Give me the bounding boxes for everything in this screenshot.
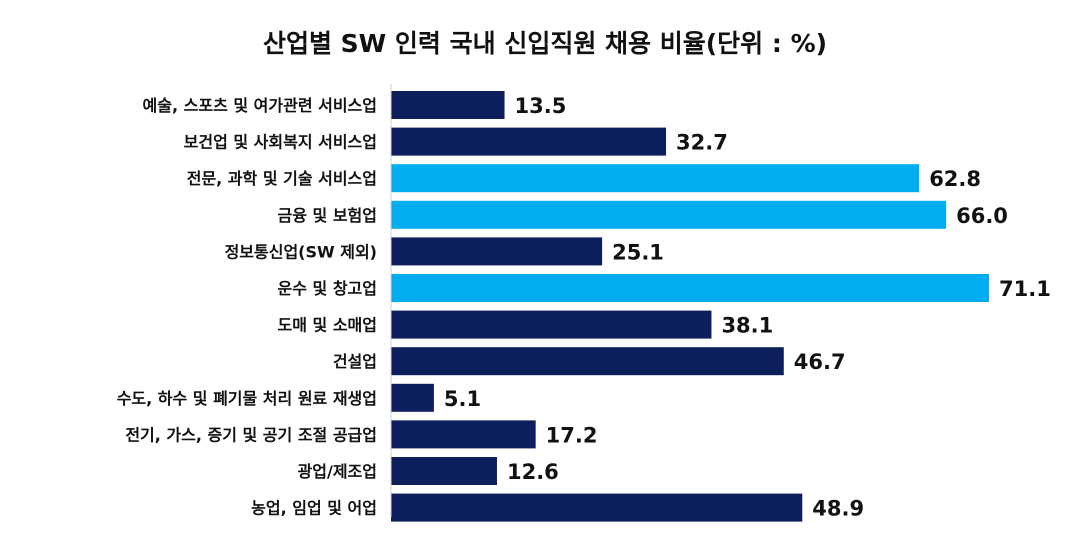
category-label: 운수 및 창고업: [278, 279, 377, 298]
category-label: 수도, 하수 및 폐기물 처리 원료 재생업: [117, 389, 377, 408]
bar: [391, 164, 920, 193]
bar: [391, 420, 536, 449]
data-label: 25.1: [612, 240, 664, 264]
bar: [391, 493, 803, 522]
bar: [391, 91, 505, 119]
data-label: 46.7: [794, 350, 846, 374]
chart-title: 산업별 SW 인력 국내 신입직원 채용 비율(단위 : %): [263, 29, 827, 58]
category-label: 전기, 가스, 증기 및 공기 조절 공급업: [125, 425, 377, 444]
bar: [391, 347, 784, 376]
category-label: 건설업: [333, 352, 377, 371]
data-label: 38.1: [721, 314, 773, 338]
category-label: 예술, 스포츠 및 여가관련 서비스업: [143, 96, 377, 115]
bar: [391, 237, 603, 266]
data-label: 71.1: [999, 277, 1051, 301]
data-label: 62.8: [929, 167, 981, 191]
data-label: 13.5: [515, 94, 567, 118]
category-label: 광업/제조업: [298, 462, 377, 481]
bar-group: 예술, 스포츠 및 여가관련 서비스업 13.5 보건업 및 사회복지 서비스업 32…: [117, 91, 1051, 522]
data-label: 66.0: [956, 204, 1008, 228]
category-label: 도매 및 소매업: [278, 316, 377, 335]
category-label: 농업, 임업 및 어업: [251, 499, 377, 518]
data-label: 48.9: [812, 497, 864, 521]
category-label: 전문, 과학 및 기술 서비스업: [187, 169, 377, 188]
data-label: 12.6: [507, 460, 559, 484]
category-label: 보건업 및 사회복지 서비스업: [184, 133, 377, 152]
data-label: 32.7: [676, 131, 728, 155]
bar: [391, 274, 989, 302]
bar: [391, 200, 947, 229]
category-label: 금융 및 보험업: [278, 206, 377, 225]
data-label: 5.1: [444, 387, 481, 411]
bar: [391, 383, 434, 412]
bar: [391, 310, 712, 339]
bar: [391, 127, 667, 156]
data-label: 17.2: [546, 423, 598, 447]
bar: [391, 457, 497, 485]
category-label: 정보통신업(SW 제외): [225, 242, 377, 261]
